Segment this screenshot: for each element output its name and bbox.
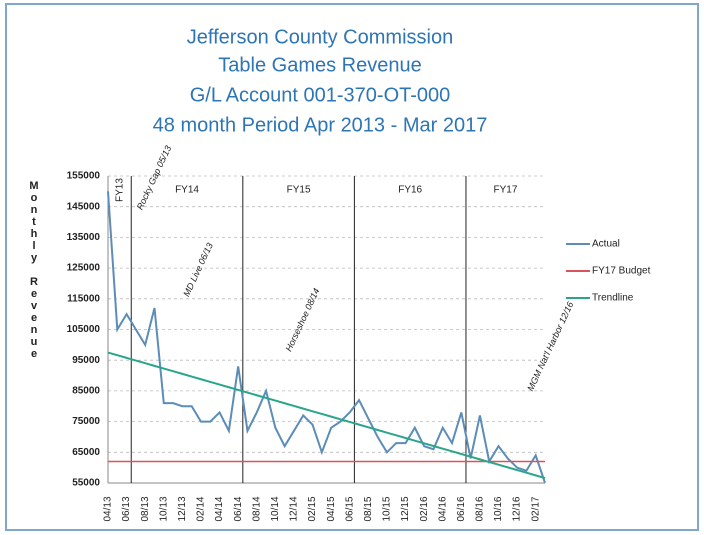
y-axis-label: Monthly Revenue	[28, 180, 40, 360]
y-tick-label: 85000	[72, 386, 100, 397]
x-tick-label: 06/14	[233, 496, 244, 521]
x-tick-label: 12/13	[177, 496, 188, 521]
x-tick-label: 08/15	[363, 496, 374, 521]
legend-label: Trendline	[592, 293, 634, 304]
chart-title: Table Games Revenue	[218, 54, 421, 76]
y-tick-label: 115000	[67, 293, 100, 304]
fy-label: FY15	[287, 185, 311, 196]
chart-title: G/L Account 001-370-OT-000	[190, 84, 451, 106]
y-tick-label: 125000	[67, 263, 101, 274]
y-tick-label: 65000	[72, 447, 100, 458]
x-tick-label: 08/13	[140, 496, 151, 521]
fy-label: FY17	[494, 185, 518, 196]
x-tick-label: 02/15	[307, 496, 318, 521]
chart-title: 48 month Period Apr 2013 - Mar 2017	[153, 114, 488, 136]
x-tick-label: 06/15	[344, 496, 355, 521]
x-tick-label: 04/14	[214, 496, 225, 521]
x-tick-label: 06/13	[121, 496, 132, 521]
legend-label: FY17 Budget	[592, 266, 651, 277]
series-line	[107, 351, 546, 480]
x-tick-label: 08/14	[251, 496, 262, 521]
x-tick-label: 06/16	[456, 496, 467, 521]
x-tick-label: 12/14	[289, 496, 300, 521]
chart-title: Jefferson County Commission	[187, 26, 453, 48]
y-tick-label: 155000	[67, 171, 101, 182]
y-tick-label: 55000	[72, 478, 100, 489]
y-tick-label: 75000	[72, 416, 100, 427]
legend-label: Actual	[592, 239, 620, 250]
x-tick-label: 08/16	[475, 496, 486, 521]
x-tick-label: 12/15	[400, 496, 411, 521]
y-tick-label: 145000	[67, 201, 101, 212]
y-tick-label: 135000	[67, 232, 101, 243]
x-tick-label: 12/16	[512, 496, 523, 521]
x-tick-label: 10/16	[493, 496, 504, 521]
y-tick-label: 105000	[67, 324, 101, 335]
x-tick-label: 04/15	[326, 496, 337, 521]
fy-label: FY16	[398, 185, 422, 196]
x-tick-label: 10/15	[382, 496, 393, 521]
fy-label: FY14	[175, 185, 199, 196]
x-tick-label: 10/13	[158, 496, 169, 521]
series-line	[107, 191, 546, 484]
frame	[5, 3, 699, 531]
y-tick-label: 95000	[72, 355, 100, 366]
x-tick-label: 04/13	[103, 496, 114, 521]
x-tick-label: 02/14	[196, 496, 207, 521]
x-tick-label: 04/16	[437, 496, 448, 521]
x-tick-label: 02/17	[530, 496, 541, 521]
fy-label: FY13	[114, 178, 125, 202]
x-tick-label: 10/14	[270, 496, 281, 521]
x-tick-label: 02/16	[419, 496, 430, 521]
